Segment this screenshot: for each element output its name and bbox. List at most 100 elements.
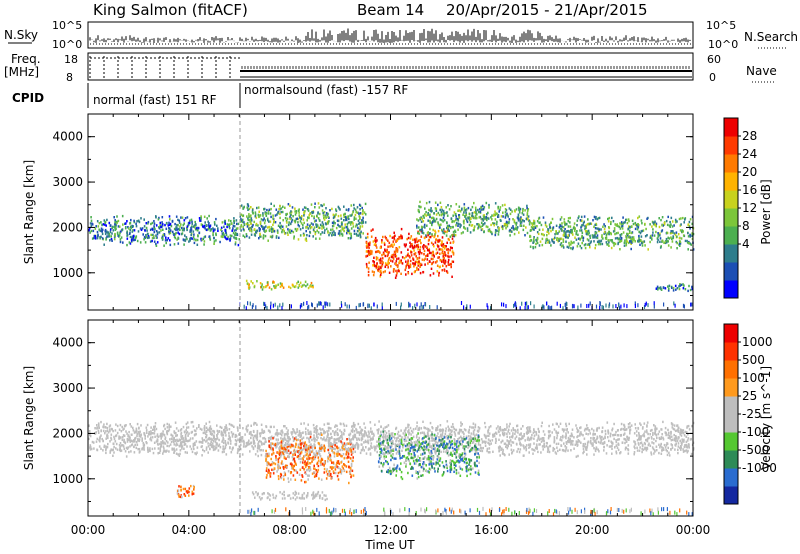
echo-cell [553, 428, 556, 431]
echo-cell [431, 254, 434, 257]
echo-cell [275, 208, 278, 211]
echo-cell [142, 233, 144, 236]
echo-cell [252, 223, 254, 227]
echo-cell [520, 224, 522, 227]
echo-cell [528, 451, 530, 454]
echo-cell [530, 438, 532, 441]
echo-cell [679, 284, 681, 287]
echo-cell [225, 453, 228, 456]
echo-cell [234, 241, 237, 244]
echo-cell [468, 437, 471, 441]
echo-cell [136, 432, 139, 435]
echo-cell [478, 427, 481, 430]
echo-cell [594, 243, 597, 247]
echo-cell [275, 284, 278, 287]
clutter-cell [530, 301, 532, 306]
echo-cell [501, 204, 504, 207]
echo-cell [580, 433, 583, 436]
echo-cell [179, 228, 181, 231]
echo-cell [392, 448, 394, 451]
echo-cell [441, 240, 443, 243]
echo-cell [522, 444, 524, 447]
echo-cell [287, 233, 289, 236]
echo-cell [177, 242, 180, 245]
echo-cell [672, 236, 674, 240]
echo-cell [425, 245, 428, 248]
echo-cell [358, 203, 361, 207]
echo-cell [353, 203, 355, 207]
clutter-cell [362, 302, 364, 307]
echo-cell [92, 441, 95, 444]
echo-cell [225, 233, 228, 237]
echo-cell [147, 435, 149, 438]
echo-cell [190, 233, 192, 237]
echo-cell [577, 242, 580, 245]
echo-cell [362, 219, 364, 222]
echo-cell [626, 221, 629, 225]
echo-cell [213, 236, 215, 240]
echo-cell [276, 229, 279, 232]
echo-cell [194, 220, 196, 224]
echo-cell [166, 432, 169, 436]
echo-cell [374, 239, 377, 242]
echo-cell [443, 269, 446, 272]
echo-cell [257, 213, 260, 217]
clutter-cell [266, 306, 268, 311]
clutter-cell [327, 302, 329, 307]
echo-cell [367, 434, 369, 437]
echo-cell [161, 216, 164, 219]
echo-cell [186, 225, 189, 228]
echo-cell [472, 215, 475, 218]
echo-cell [498, 445, 501, 448]
echo-cell [538, 244, 541, 247]
echo-cell [297, 238, 300, 241]
echo-cell [262, 227, 264, 231]
echo-cell [301, 284, 304, 287]
echo-cell [102, 425, 104, 428]
echo-cell [627, 241, 630, 245]
clutter-cell [419, 305, 421, 310]
echo-cell [188, 439, 191, 442]
echo-cell [306, 219, 308, 222]
echo-cell [343, 226, 345, 229]
echo-cell [646, 447, 649, 450]
echo-cell [471, 205, 474, 209]
echo-cell [268, 225, 270, 229]
echo-cell [673, 224, 675, 227]
echo-cell [196, 243, 199, 246]
echo-cell [400, 272, 402, 275]
echo-cell [638, 238, 641, 242]
echo-cell [507, 428, 510, 431]
echo-cell [315, 225, 318, 228]
clutter-cell [543, 305, 545, 310]
echo-cell [464, 429, 467, 432]
echo-cell [256, 206, 258, 210]
echo-cell [394, 251, 397, 254]
echo-cell [299, 220, 302, 223]
echo-cell [619, 248, 621, 251]
echo-cell [689, 227, 691, 230]
echo-cell [313, 217, 315, 220]
echo-cell [298, 225, 301, 228]
echo-cell [543, 445, 546, 449]
echo-cell [573, 241, 575, 244]
echo-cell [90, 229, 93, 233]
echo-cell [415, 237, 418, 240]
echo-cell [601, 426, 604, 429]
echo-cell [96, 230, 99, 234]
echo-cell [226, 237, 228, 241]
echo-cell [539, 240, 542, 243]
echo-cell [437, 240, 439, 243]
echo-cell [416, 240, 419, 243]
echo-cell [328, 443, 330, 446]
echo-cell [554, 233, 556, 236]
echo-cell [129, 440, 132, 443]
clutter-cell [252, 303, 254, 308]
echo-cell [583, 445, 586, 448]
echo-cell [302, 208, 304, 211]
echo-cell [156, 433, 159, 436]
echo-cell [191, 450, 194, 454]
echo-cell [292, 215, 294, 218]
echo-cell [449, 248, 451, 252]
echo-cell [517, 215, 520, 218]
